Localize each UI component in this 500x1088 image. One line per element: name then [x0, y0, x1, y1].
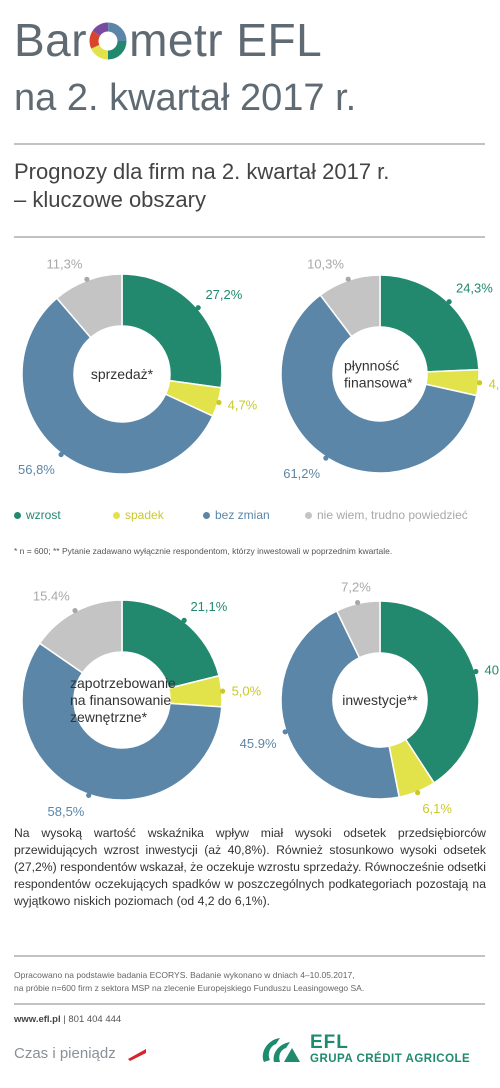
legend-item-wzrost: wzrost: [14, 508, 61, 522]
slice-marker: [473, 668, 479, 675]
brand-subtitle: GRUPA CRÉDIT AGRICOLE: [310, 1053, 471, 1065]
slice-value-label: 61,2%: [283, 466, 320, 481]
slice-value-label: 24,3%: [456, 281, 493, 296]
donut-chart-4: 40,8% 6,1% 45.9% 7,2% inwestycje**: [240, 580, 500, 816]
donut-slice-nie_wiem: [335, 600, 381, 659]
center-label: płynność: [344, 358, 399, 374]
slice-value-label: 21,1%: [190, 599, 227, 614]
credit-agricole-logo: [262, 1038, 300, 1062]
legend-swatch: [305, 512, 312, 520]
donut-slice-nie_wiem: [319, 274, 381, 338]
source-line1: Opracowano na podstawie badania ECORYS. …: [14, 970, 355, 980]
slice-marker: [282, 729, 288, 735]
legend-label: bez zmian: [215, 508, 270, 522]
slice-marker: [446, 299, 452, 305]
page-title-line2: na 2. kwartał 2017 r.: [14, 77, 357, 119]
slice-marker: [216, 399, 222, 406]
slice-marker: [345, 276, 351, 282]
slice-marker: [415, 790, 421, 796]
slice-marker: [195, 305, 201, 311]
slice-value-label: 40,8%: [485, 663, 500, 678]
footnote: * n = 600; ** Pytanie zadawano wyłącznie…: [14, 546, 393, 556]
donut-slice-bez_zmian: [21, 642, 223, 801]
slice-value-label: 58,5%: [48, 804, 85, 819]
slice-value-label: 11,3%: [47, 257, 83, 272]
divider: [14, 1003, 485, 1005]
slice-value-label: 7,2%: [341, 580, 371, 595]
donut-chart-1: 27,2% 4,7% 56,8% 11,3% sprzedaż*: [18, 257, 258, 477]
slice-marker: [84, 276, 90, 282]
donut-slice-bez_zmian: [280, 609, 401, 800]
slice-marker: [72, 607, 78, 614]
divider: [14, 236, 485, 238]
slice-marker: [181, 617, 187, 623]
legend-swatch: [113, 512, 120, 520]
slice-marker: [86, 792, 92, 798]
legend-item-bez-zmian: bez zmian: [203, 508, 270, 522]
legend-item-nie-wiem: nie wiem, trudno powiedzieć: [305, 508, 468, 522]
slice-value-label: 4,7%: [228, 397, 258, 412]
slice-value-label: 45.9%: [240, 736, 277, 751]
slice-marker: [220, 688, 226, 694]
section-subtitle: Prognozy dla firm na 2. kwartał 2017 r. …: [14, 158, 484, 214]
divider: [14, 955, 485, 957]
legend-label: wzrost: [26, 508, 61, 522]
slice-value-label: 27,2%: [205, 287, 242, 302]
website-link[interactable]: www.efl.pl: [14, 1014, 61, 1025]
slice-value-label: 4,2%: [489, 376, 500, 391]
donut-slice-bez_zmian: [21, 297, 214, 475]
donut-slice-bez_zmian: [280, 293, 478, 474]
red-flag-icon: [127, 1049, 146, 1062]
center-label: sprzedaż*: [91, 366, 154, 382]
summary-paragraph: Na wysoką wartość wskaźnika wpływ miał w…: [14, 826, 486, 908]
slogan-text: Czas i pieniądz: [14, 1045, 116, 1062]
donut-slice-wzrost: [121, 273, 223, 389]
slice-marker: [354, 599, 361, 606]
slice-value-label: 6,1%: [422, 801, 452, 816]
center-label: finansowa*: [344, 375, 413, 391]
legend-item-spadek: spadek: [113, 508, 164, 522]
donut-slice-nie_wiem: [38, 599, 123, 674]
slice-value-label: 15.4%: [33, 588, 70, 603]
center-label: inwestycje**: [342, 692, 418, 708]
donut-slice-wzrost: [379, 600, 480, 784]
slice-value-label: 5,0%: [232, 684, 262, 699]
slice-value-label: 56,8%: [18, 462, 55, 477]
legend-swatch: [203, 512, 210, 520]
slice-value-label: 10,3%: [307, 257, 344, 272]
brand-name: EFL: [310, 1032, 349, 1053]
slogan: Czas i pieniądz: [14, 1045, 148, 1062]
phone-number: 801 404 444: [68, 1014, 122, 1025]
source-line2: na próbie n=600 firm z sektora MSP na zl…: [14, 983, 365, 993]
center-label: zewnętrzne*: [70, 709, 148, 725]
title-part-b: metr EFL: [129, 14, 323, 66]
legend-swatch: [14, 512, 21, 520]
center-label: na finansowanie: [70, 692, 171, 708]
subtitle-line1: Prognozy dla firm na 2. kwartał 2017 r.: [14, 159, 390, 184]
title-part-a: Bar: [14, 14, 88, 66]
color-ring-logo: [89, 22, 127, 60]
separator: |: [60, 1014, 69, 1025]
divider: [14, 143, 485, 145]
slice-marker: [323, 455, 329, 461]
subtitle-line2: – kluczowe obszary: [14, 187, 206, 212]
legend-label: spadek: [125, 508, 164, 522]
center-label: zapotrzebowanie: [70, 675, 176, 691]
donut-slice-nie_wiem: [55, 273, 123, 339]
legend-label: nie wiem, trudno powiedzieć: [317, 508, 468, 522]
contact-line: www.efl.pl | 801 404 444: [14, 1014, 121, 1025]
donut-slice-wzrost: [379, 274, 480, 373]
source-note: Opracowano na podstawie badania ECORYS. …: [14, 969, 486, 995]
page-title-line1: Bar metr EFL: [14, 14, 322, 67]
slice-marker: [477, 380, 483, 386]
slice-marker: [58, 451, 64, 458]
